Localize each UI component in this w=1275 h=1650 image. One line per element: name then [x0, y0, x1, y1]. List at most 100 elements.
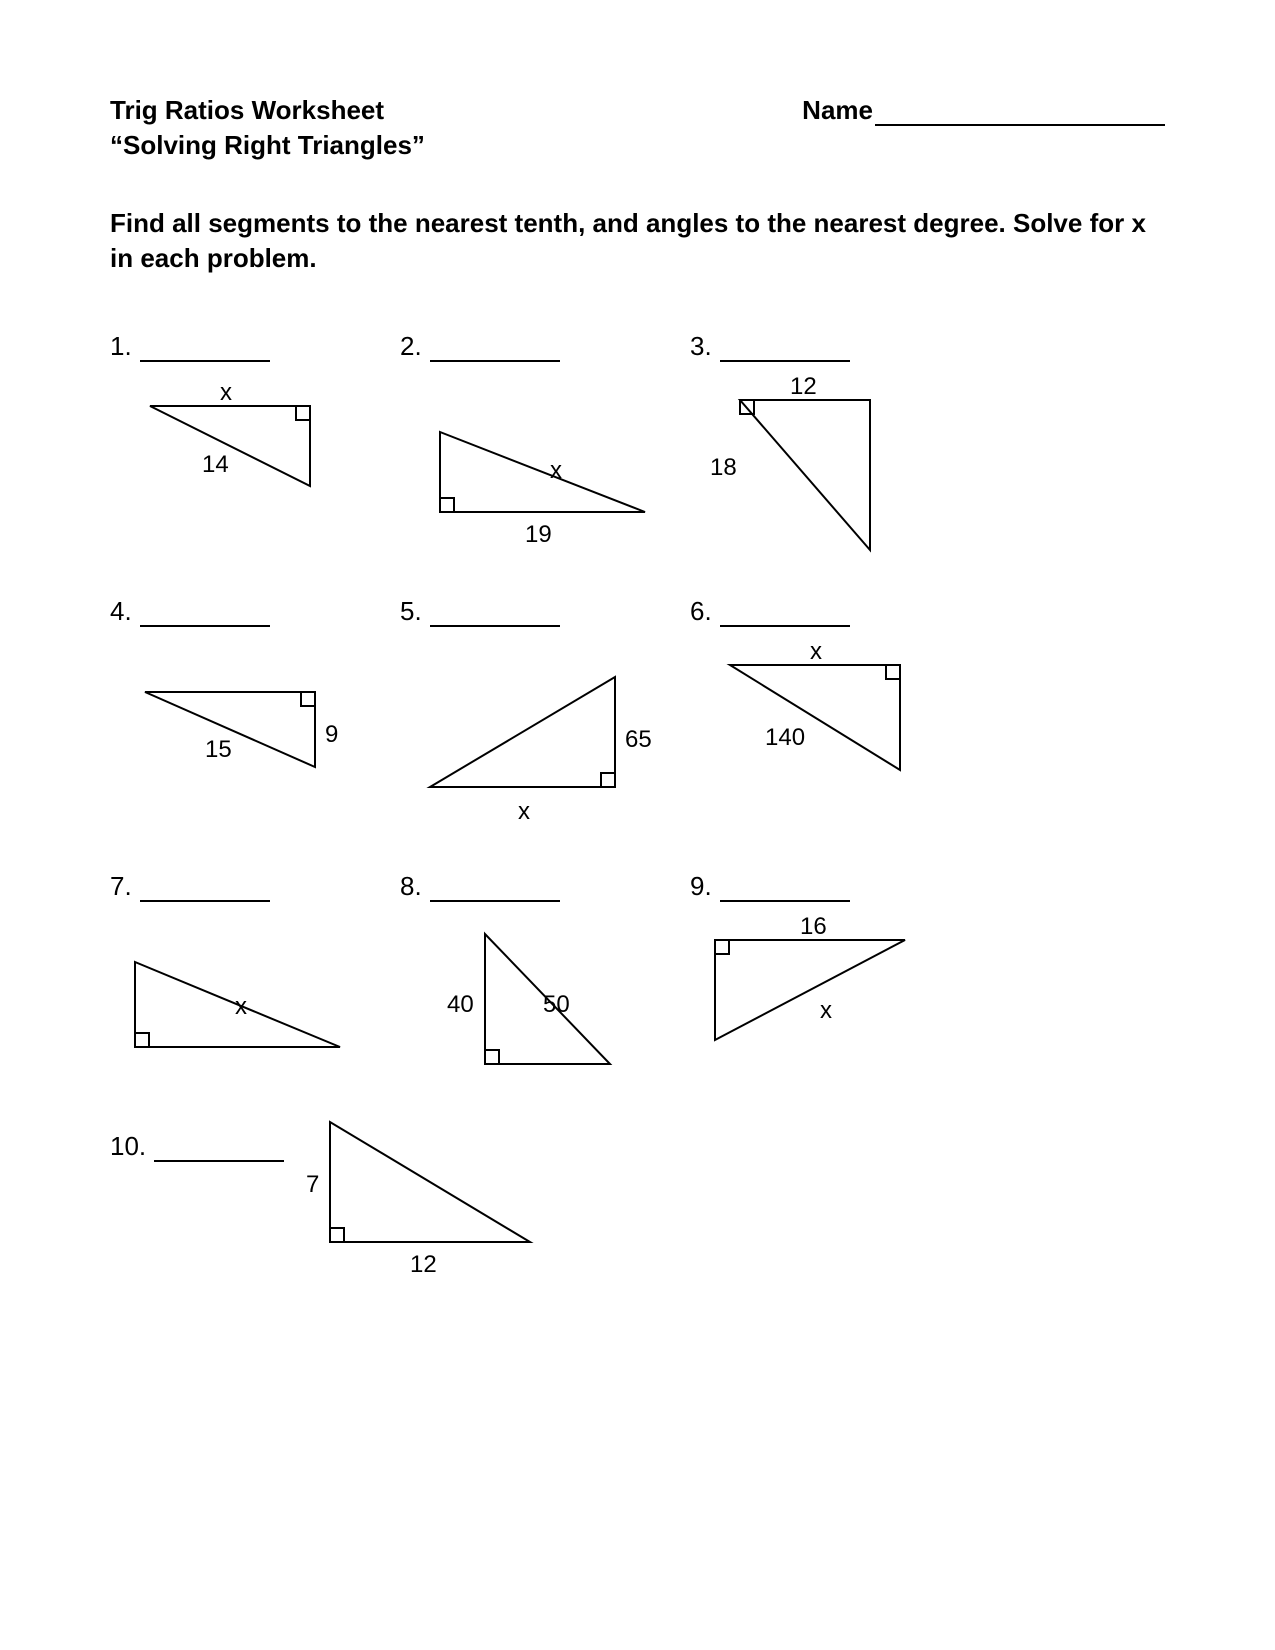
- right-angle-box: [440, 498, 454, 512]
- problem-number-text: 1.: [110, 331, 132, 361]
- triangle-label: 50: [543, 991, 570, 1018]
- triangle-label: 19: [525, 521, 552, 548]
- triangle-shape: [330, 1122, 530, 1242]
- problem-3: 3. 12 18: [690, 331, 890, 565]
- triangle-label: 12: [790, 373, 817, 400]
- problem-number: 4.: [110, 596, 335, 627]
- answer-blank-line[interactable]: [720, 625, 850, 627]
- problem-7: 7. x: [110, 871, 355, 1067]
- triangle-label: 18: [710, 454, 737, 481]
- problem-number-text: 9.: [690, 871, 712, 901]
- problem-4: 4. 15 9: [110, 596, 335, 787]
- triangle-label: 9: [325, 721, 338, 748]
- triangle-svg: 16 x: [705, 910, 920, 1080]
- triangle-figure: 65x: [420, 667, 640, 822]
- problem-1: 1.x14: [110, 331, 320, 499]
- triangle-figure: 7 12: [300, 1112, 550, 1277]
- triangle-label: 140: [765, 724, 805, 751]
- problem-number-text: 5.: [400, 596, 422, 626]
- name-blank-line[interactable]: [875, 124, 1165, 126]
- problem-number-text: 6.: [690, 596, 712, 626]
- triangle-svg: 712: [300, 1112, 550, 1272]
- problem-10: 10. 7 12: [110, 1131, 550, 1277]
- triangle-shape: [740, 400, 870, 550]
- answer-blank-line[interactable]: [430, 625, 560, 627]
- triangle-label: 14: [202, 451, 229, 478]
- problem-2: 2. x19: [400, 331, 660, 537]
- triangle-shape: [440, 432, 645, 512]
- answer-blank-line[interactable]: [154, 1160, 284, 1162]
- triangle-svg: x19: [430, 422, 660, 532]
- triangle-figure: x: [125, 952, 355, 1067]
- problem-number: 6.: [690, 596, 915, 627]
- triangle-svg: 12 18: [710, 370, 890, 560]
- worksheet-subtitle: “Solving Right Triangles”: [110, 130, 1165, 161]
- triangle-shape: [715, 940, 905, 1040]
- problem-number-text: 2.: [400, 331, 422, 361]
- triangle-label: x: [550, 457, 562, 484]
- triangle-label: 16: [800, 913, 827, 940]
- triangle-svg: x: [125, 952, 355, 1062]
- triangle-svg: x14: [140, 396, 320, 494]
- triangle-label: 7: [306, 1171, 319, 1198]
- right-angle-box: [886, 665, 900, 679]
- right-angle-box: [485, 1050, 499, 1064]
- triangle-label: x: [518, 798, 530, 825]
- problem-number-text: 7.: [110, 871, 132, 901]
- worksheet-title: Trig Ratios Worksheet: [110, 95, 384, 126]
- triangle-label: x: [810, 638, 822, 665]
- triangle-svg: x 140: [705, 635, 915, 780]
- triangle-label: x: [820, 997, 832, 1024]
- answer-blank-line[interactable]: [140, 625, 270, 627]
- triangle-figure: 12 18: [710, 370, 890, 565]
- name-field: Name: [802, 95, 1165, 126]
- problem-number-text: 8.: [400, 871, 422, 901]
- answer-blank-line[interactable]: [720, 900, 850, 902]
- problem-number-text: 3.: [690, 331, 712, 361]
- triangle-shape: [150, 406, 310, 486]
- triangle-figure: 15 9: [135, 682, 335, 787]
- right-angle-box: [301, 692, 315, 706]
- triangle-svg: 65x: [420, 667, 640, 817]
- right-angle-box: [296, 406, 310, 420]
- problem-8: 8.4050: [400, 871, 635, 1079]
- problem-number: 9.: [690, 871, 920, 902]
- triangle-label: 12: [410, 1251, 437, 1278]
- triangle-label: 40: [447, 991, 474, 1018]
- right-angle-box: [135, 1033, 149, 1047]
- right-angle-box: [330, 1228, 344, 1242]
- instructions: Find all segments to the nearest tenth, …: [110, 206, 1165, 276]
- problem-number: 2.: [400, 331, 660, 362]
- answer-blank-line[interactable]: [140, 900, 270, 902]
- triangle-shape: [730, 665, 900, 770]
- right-angle-box: [715, 940, 729, 954]
- triangle-svg: 4050: [455, 924, 635, 1074]
- problem-number: 3.: [690, 331, 890, 362]
- problem-number: 8.: [400, 871, 635, 902]
- problem-number-text: 10.: [110, 1131, 146, 1161]
- triangle-shape: [430, 677, 615, 787]
- answer-blank-line[interactable]: [430, 360, 560, 362]
- problem-6: 6. x 140: [690, 596, 915, 785]
- triangle-label: 65: [625, 726, 652, 753]
- triangle-figure: 4050: [455, 924, 635, 1079]
- problem-number: 1.: [110, 331, 320, 362]
- triangle-label: x: [235, 993, 247, 1020]
- problem-5: 5. 65x: [400, 596, 640, 822]
- problem-9: 9. 16 x: [690, 871, 920, 1085]
- triangle-figure: x14: [140, 396, 320, 499]
- name-label: Name: [802, 95, 873, 125]
- triangle-figure: x19: [430, 422, 660, 537]
- header-row: Trig Ratios Worksheet Name: [110, 95, 1165, 126]
- problem-number: 5.: [400, 596, 640, 627]
- answer-blank-line[interactable]: [720, 360, 850, 362]
- triangle-label: x: [220, 379, 232, 406]
- triangle-figure: x 140: [705, 635, 915, 785]
- answer-blank-line[interactable]: [140, 360, 270, 362]
- triangle-figure: 16 x: [705, 910, 920, 1085]
- problem-number: 7.: [110, 871, 355, 902]
- triangle-label: 15: [205, 736, 232, 763]
- triangle-svg: 15 9: [135, 682, 335, 782]
- problem-number-text: 4.: [110, 596, 132, 626]
- answer-blank-line[interactable]: [430, 900, 560, 902]
